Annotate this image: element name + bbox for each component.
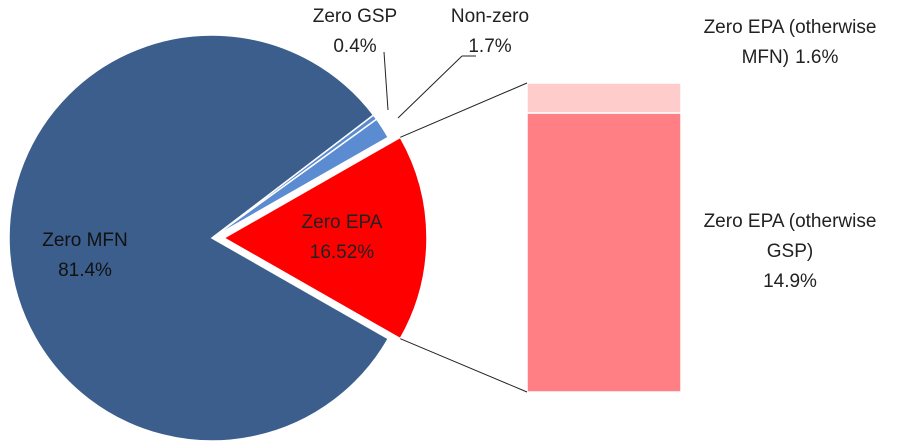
slice-label: Zero EPA 16.52% [262, 208, 422, 268]
bar-label: Zero EPA (otherwise MFN) 1.6% [690, 13, 890, 73]
bar-name: Zero EPA (otherwise GSP) [703, 211, 877, 262]
leader-line [383, 51, 389, 111]
pie-slice [8, 34, 390, 441]
pie-slice [222, 136, 428, 340]
bar-label: Zero EPA (otherwise GSP) 14.9% [690, 207, 890, 297]
slice-name: Non-zero [450, 6, 530, 27]
bar-segment [526, 112, 682, 393]
leader-line [397, 55, 463, 119]
slice-name: Zero EPA [301, 212, 383, 233]
connector-line [400, 338, 528, 393]
bar-name: Zero EPA (otherwise MFN) [703, 17, 877, 68]
bar-value: 1.6% [795, 47, 839, 68]
connector-line [400, 82, 528, 138]
slice-name: Zero MFN [42, 230, 128, 251]
slice-value: 16.52% [309, 242, 375, 263]
bar-segment [526, 82, 682, 114]
slice-value: 0.4% [333, 36, 377, 57]
slice-label: Non-zero 1.7% [420, 2, 560, 62]
slice-value: 1.7% [468, 36, 512, 57]
slice-name: Zero GSP [312, 6, 398, 27]
slice-label: Zero GSP 0.4% [280, 2, 430, 62]
slice-value: 81.4% [58, 260, 112, 281]
bar-value: 14.9% [763, 271, 817, 292]
slice-label: Zero MFN 81.4% [10, 226, 160, 286]
